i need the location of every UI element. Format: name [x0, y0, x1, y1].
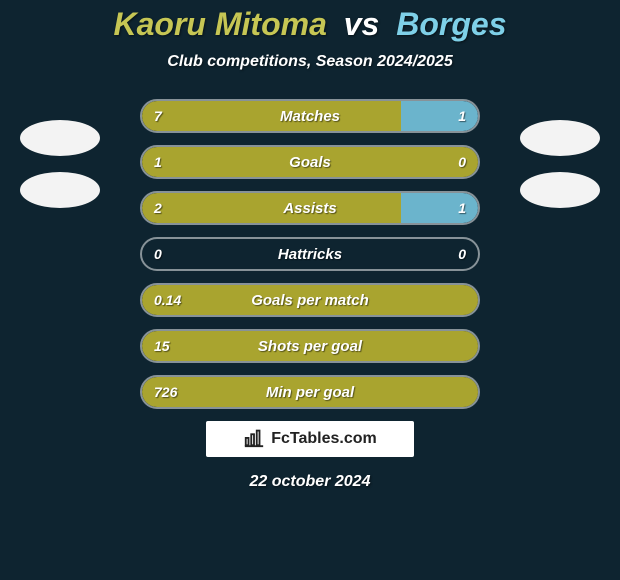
watermark-text: FcTables.com — [271, 430, 377, 448]
stat-fill-left — [142, 193, 401, 223]
player2-name: Borges — [396, 6, 506, 42]
stat-value-right: 1 — [446, 101, 478, 131]
stat-row: 10Goals — [140, 145, 480, 179]
player1-name: Kaoru Mitoma — [114, 6, 327, 42]
stat-fill-left — [142, 377, 478, 407]
stat-label: Hattricks — [142, 239, 478, 269]
vs-separator: vs — [344, 6, 380, 42]
stat-value-left: 0 — [142, 239, 174, 269]
subtitle: Club competitions, Season 2024/2025 — [0, 53, 620, 71]
stat-row: 0 0Hattricks — [140, 237, 480, 271]
stat-value-right: 1 — [446, 193, 478, 223]
stat-value-left: 1 — [142, 147, 174, 177]
watermark: FcTables.com — [206, 421, 414, 457]
stat-row: 15Shots per goal — [140, 329, 480, 363]
stat-value-right: 0 — [446, 239, 478, 269]
chart-icon — [243, 426, 265, 453]
stat-value-left: 0.14 — [142, 285, 193, 315]
comparison-card: Kaoru Mitoma vs Borges Club competitions… — [0, 0, 620, 580]
stat-row: 726Min per goal — [140, 375, 480, 409]
player2-avatar — [520, 120, 600, 156]
stat-row: 21Assists — [140, 191, 480, 225]
stat-fill-left — [142, 101, 401, 131]
stat-value-left: 2 — [142, 193, 174, 223]
player1-avatar — [20, 120, 100, 156]
stat-value-left: 7 — [142, 101, 174, 131]
date-stamp: 22 october 2024 — [0, 473, 620, 491]
page-title: Kaoru Mitoma vs Borges — [0, 6, 620, 43]
stat-row: 0.14Goals per match — [140, 283, 480, 317]
stat-fill-left — [142, 331, 478, 361]
stat-row: 71Matches — [140, 99, 480, 133]
stat-value-right: 0 — [446, 147, 478, 177]
player2-club-badge — [520, 172, 600, 208]
player1-club-badge — [20, 172, 100, 208]
stat-value-left: 15 — [142, 331, 182, 361]
stat-value-left: 726 — [142, 377, 189, 407]
stats-list: 71Matches10Goals21Assists00Hattricks0.14… — [140, 99, 480, 409]
stat-fill-left — [142, 147, 478, 177]
